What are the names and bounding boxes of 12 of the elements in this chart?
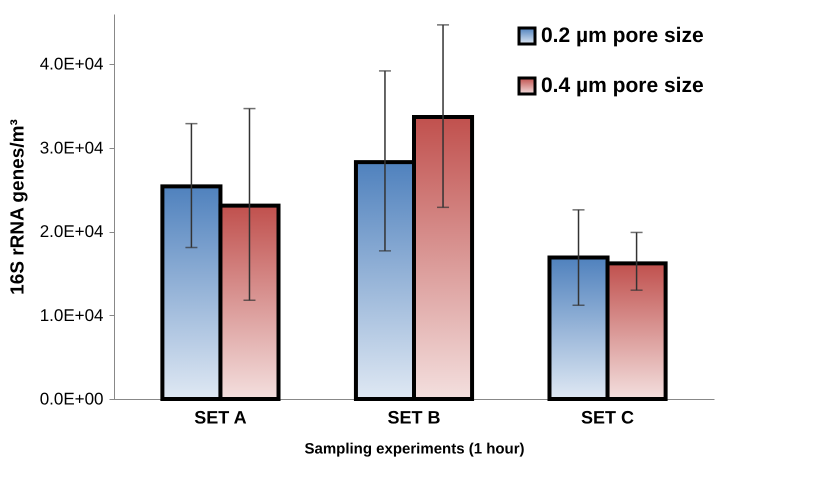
legend-label: 0.4 µm pore size [541,74,704,97]
y-axis-title: 16S rRNA genes/m³ [8,119,29,295]
y-tick-label: 1.0E+04 [40,306,104,325]
y-tick-label: 3.0E+04 [40,138,104,158]
y-tick-label: 0.0E+00 [40,390,104,408]
x-tick-label: SET C [581,408,634,428]
y-tick-label: 4.0E+04 [40,54,104,74]
x-tick-label: SET B [387,408,441,428]
y-tick-label: 2.0E+04 [40,222,104,242]
x-axis-title: Sampling experiments (1 hour) [304,440,525,458]
legend-label: 0.2 µm pore size [541,24,704,47]
x-tick-label: SET A [194,408,247,428]
